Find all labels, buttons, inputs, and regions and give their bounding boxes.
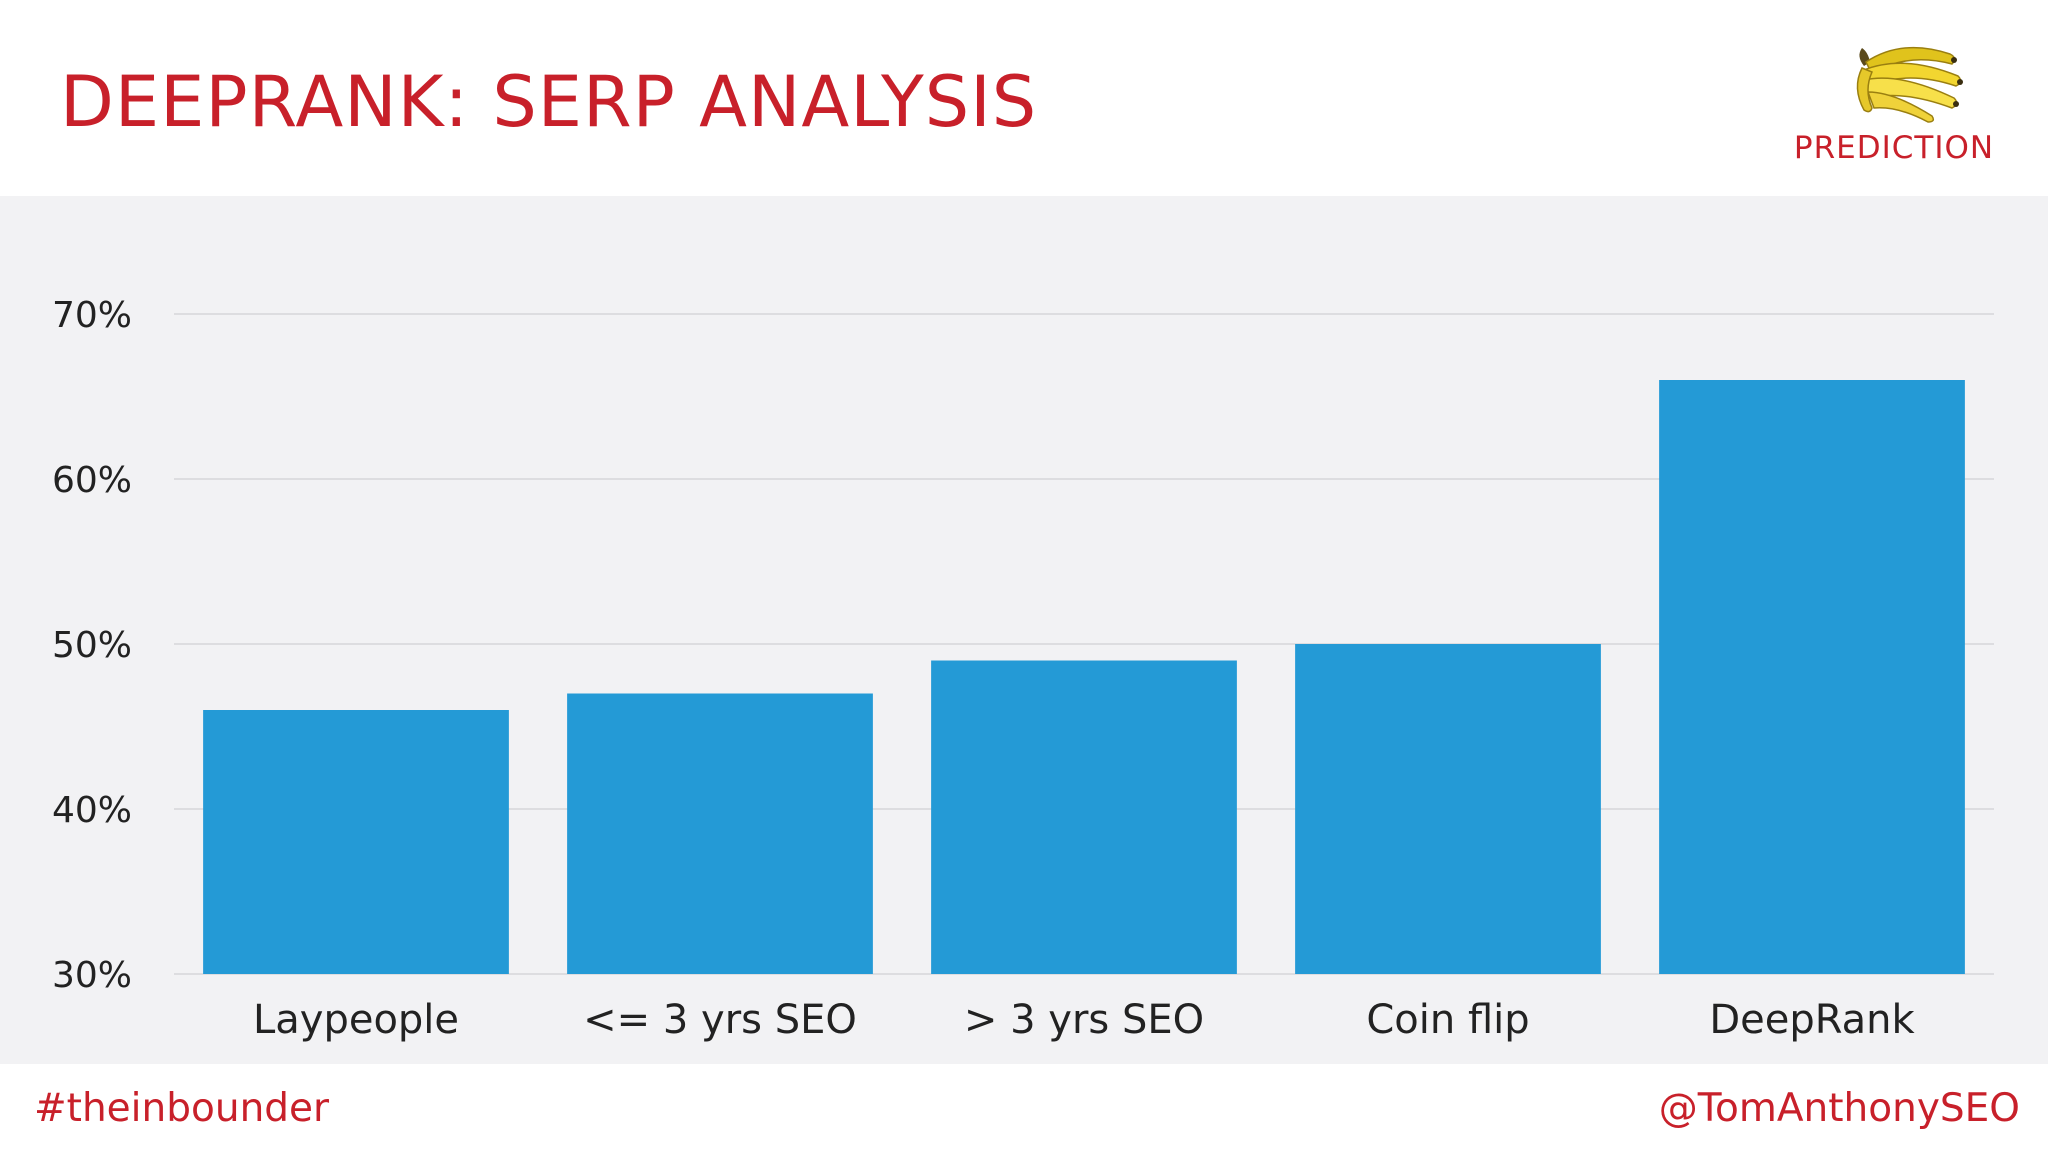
y-tick-label: 30% (52, 955, 132, 996)
prediction-badge: PREDICTION (1784, 36, 2004, 172)
chart-area: 30% 40% 50% 60% 70% Laypeople <= 3 yrs SEO > 3… (0, 196, 2048, 1064)
y-tick-label: 60% (52, 460, 132, 501)
x-tick-label: Laypeople (253, 997, 459, 1043)
twitter-handle-text: @TomAnthonySEO (1658, 1086, 2020, 1131)
bar (567, 693, 873, 974)
badge-label: PREDICTION (1793, 130, 1995, 166)
x-tick-label: <= 3 yrs SEO (583, 997, 857, 1043)
y-tick-label: 40% (52, 790, 132, 831)
y-axis-ticks: 30% 40% 50% 60% 70% (52, 295, 132, 996)
slide-footer: #theinbounder @TomAnthonySEO (0, 1064, 2048, 1152)
bar (1295, 644, 1601, 974)
x-tick-label: > 3 yrs SEO (964, 997, 1204, 1043)
banana-bunch-icon (1856, 46, 1963, 123)
bar-chart: 30% 40% 50% 60% 70% Laypeople <= 3 yrs SEO > 3… (52, 295, 1994, 1043)
slide-title: DEEPRANK: SERP ANALYSIS (60, 61, 1038, 143)
x-tick-label: Coin flip (1366, 997, 1529, 1043)
y-tick-label: 50% (52, 625, 132, 666)
x-axis-ticks: Laypeople <= 3 yrs SEO > 3 yrs SEO Coin fli… (253, 997, 1916, 1043)
x-tick-label: DeepRank (1709, 997, 1915, 1043)
bars (203, 380, 1965, 974)
y-tick-label: 70% (52, 295, 132, 336)
hashtag-text: #theinbounder (34, 1086, 330, 1131)
bar (1659, 380, 1965, 974)
bar (203, 710, 509, 974)
bar (931, 660, 1237, 974)
slide-header: DEEPRANK: SERP ANALYSIS PREDIC (0, 0, 2048, 196)
